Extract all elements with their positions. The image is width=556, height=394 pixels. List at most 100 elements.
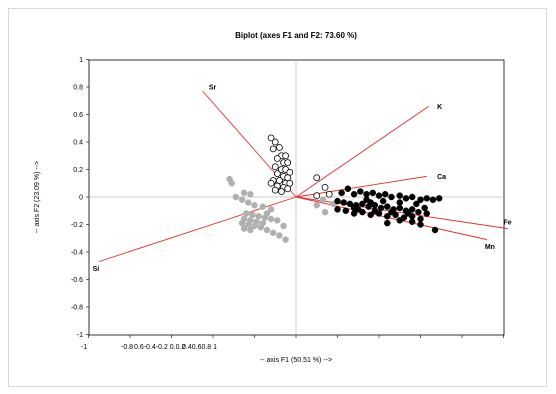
data-point-grey <box>263 210 271 217</box>
chart-frame <box>8 8 547 387</box>
data-point-black <box>350 204 358 212</box>
data-point-black <box>377 204 385 212</box>
data-point-black <box>408 218 416 225</box>
x-tick-label: 0.40.60.8 1 <box>182 344 217 351</box>
data-point-grey <box>245 199 252 206</box>
y-tick-label: -0.4 <box>71 250 83 257</box>
data-point-open <box>273 170 281 178</box>
data-point-open <box>313 192 321 200</box>
y-tick-label: -0.2 <box>71 222 83 229</box>
data-point-grey <box>267 206 275 213</box>
data-point-grey <box>282 236 289 243</box>
plot-border <box>88 59 505 336</box>
data-point-grey <box>242 210 250 217</box>
data-point-grey <box>232 193 240 201</box>
data-point-black <box>396 217 403 224</box>
x-tick-label: -1 <box>81 344 87 351</box>
data-point-black <box>384 213 391 220</box>
data-point-open <box>269 145 277 153</box>
data-point-open <box>271 138 279 146</box>
data-point-black <box>338 189 345 197</box>
data-point-black <box>375 192 383 199</box>
data-point-grey <box>313 202 320 209</box>
data-point-grey <box>251 202 258 209</box>
data-point-grey <box>228 180 235 187</box>
data-point-black <box>396 192 403 199</box>
data-point-grey <box>249 211 256 219</box>
data-point-black <box>357 188 364 195</box>
data-point-open <box>275 177 283 184</box>
data-point-grey <box>319 196 327 203</box>
data-point-open <box>273 155 281 162</box>
data-point-black <box>402 195 410 202</box>
data-point-black <box>384 219 391 227</box>
y-tick-label: 0.4 <box>73 140 83 147</box>
data-point-grey <box>257 224 264 231</box>
data-point-black <box>396 204 403 212</box>
data-point-black <box>408 193 416 201</box>
data-point-black <box>371 207 379 214</box>
data-point-black <box>381 191 389 198</box>
data-point-black <box>417 221 424 228</box>
x-tick-label: 0.6-0.4-0.2 0.0.2 <box>134 344 185 351</box>
y-tick-label: 0.8 <box>73 85 83 92</box>
data-point-open <box>278 188 285 195</box>
data-point-black <box>346 200 354 208</box>
vector-label-si: Si <box>93 266 100 273</box>
data-point-black <box>342 207 350 214</box>
y-tick-label: 0.2 <box>73 167 83 174</box>
data-point-black <box>350 191 358 198</box>
data-point-black <box>423 195 430 202</box>
data-point-black <box>408 206 416 213</box>
data-point-open <box>267 134 275 142</box>
data-point-open <box>313 174 321 182</box>
data-point-grey <box>238 219 246 227</box>
y-tick-label: -1 <box>77 332 83 339</box>
chart-title: Biplot (axes F1 and F2: 73.60 %) <box>235 31 357 40</box>
data-point-grey <box>240 189 248 197</box>
y-tick-label: 0 <box>79 195 83 202</box>
data-point-open <box>284 174 292 182</box>
data-point-black <box>413 200 420 208</box>
y-tick-label: -0.8 <box>71 305 83 312</box>
data-point-open <box>325 190 333 198</box>
data-point-black <box>334 197 341 205</box>
x-tick-label: -0.8 <box>121 344 133 351</box>
data-point-grey <box>269 229 277 236</box>
data-point-black <box>388 193 395 201</box>
data-point-open <box>282 152 290 160</box>
data-point-black <box>429 196 437 203</box>
data-point-black <box>415 208 422 216</box>
vector-label-sr: Sr <box>209 85 217 92</box>
data-point-open <box>275 144 283 151</box>
data-point-open <box>284 185 292 193</box>
vector-label-mn: Mn <box>485 244 495 251</box>
y-axis-label: -- axis F2 (23.09 %) --> <box>34 161 41 233</box>
data-point-grey <box>247 191 254 198</box>
vector-label-k: K <box>437 104 442 111</box>
data-point-open <box>286 179 294 187</box>
data-point-black <box>344 185 352 192</box>
data-point-grey <box>259 203 267 210</box>
data-point-black <box>417 215 424 223</box>
data-point-black <box>431 226 439 234</box>
data-point-grey <box>247 226 254 234</box>
data-point-open <box>267 179 275 187</box>
data-point-grey <box>276 232 283 239</box>
data-point-black <box>340 199 347 206</box>
data-point-black <box>334 206 341 213</box>
data-point-black <box>363 191 370 198</box>
vector-k <box>295 105 430 198</box>
data-point-grey <box>263 226 271 234</box>
data-point-black <box>423 210 430 217</box>
data-point-open <box>321 183 329 191</box>
data-point-black <box>379 197 387 205</box>
vector-label-fe: Fe <box>504 219 512 226</box>
data-point-grey <box>251 222 258 230</box>
data-point-black <box>367 211 374 219</box>
y-tick-label: 1 <box>79 57 83 64</box>
data-point-black <box>367 199 374 206</box>
data-point-open <box>286 168 294 176</box>
data-point-grey <box>321 208 329 216</box>
